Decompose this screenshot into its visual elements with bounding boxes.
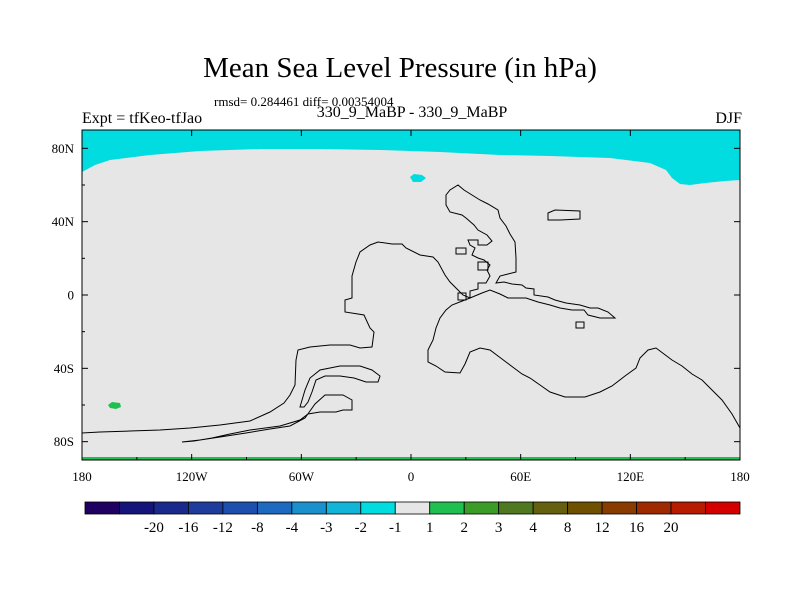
colorbar-box-6: [291, 501, 327, 515]
colorbar-label-14: 16: [629, 520, 645, 536]
colorbar-box-7: [325, 501, 362, 515]
map-background-field: [82, 130, 740, 460]
chart-title: Mean Sea Level Pressure (in hPa): [203, 52, 597, 84]
colorbar-label-6: -2: [355, 520, 368, 536]
colorbar-label-11: 4: [529, 520, 537, 536]
coastline-island-3: [457, 292, 467, 301]
north-atlantic-negative-patch: [410, 174, 426, 182]
colorbar-label-5: -3: [320, 520, 333, 536]
y-tick-label-0: 80N: [52, 141, 75, 156]
colorbar-box-16: [636, 501, 672, 515]
coastline-island-2: [477, 261, 489, 271]
axes: 180 120W 60W 0 60E 120E 180 80N 40N 0 40S 80S: [52, 130, 750, 484]
colorbar-label-13: 12: [595, 520, 610, 536]
y-tick-label-1: 40N: [52, 214, 75, 229]
colorbar-box-10: [429, 501, 465, 515]
experiment-label: Expt = tfKeo-tfJao: [82, 110, 203, 127]
x-tick-label-5: 120E: [617, 469, 645, 484]
y-tick-label-2: 0: [68, 288, 75, 303]
coastline-southern-peninsula: [181, 394, 353, 443]
x-tick-label-1: 120W: [176, 469, 209, 484]
colorbar-box-9: [394, 501, 431, 515]
colorbar-box-11: [463, 501, 500, 515]
colorbar-box-2: [153, 501, 189, 515]
colorbar-box-1: [119, 501, 155, 515]
y-tick-label-4: 80S: [54, 434, 74, 449]
colorbar-label-8: 1: [426, 520, 434, 536]
colorbar-box-3: [188, 501, 224, 515]
y-tick-label-3: 40S: [54, 361, 74, 376]
south-pacific-positive-patch: [108, 402, 121, 409]
coastline-main-continent: [81, 184, 741, 434]
x-tick-label-4: 60E: [510, 469, 531, 484]
coastlines: [81, 184, 741, 443]
colorbar-box-15: [601, 501, 637, 515]
coastline-inner-ridge: [299, 365, 381, 408]
colorbar-box-0: [84, 501, 120, 515]
colorbar-label-1: -16: [178, 520, 198, 536]
colorbar-label-7: -1: [389, 520, 402, 536]
season-label: DJF: [715, 110, 742, 127]
coastline-island-4: [575, 321, 585, 329]
colorbar-label-4: -4: [286, 520, 299, 536]
coastline-island-1: [455, 247, 467, 255]
colorbar-label-3: -8: [251, 520, 264, 536]
colorbar-label-0: -20: [144, 520, 164, 536]
x-tick-label-2: 60W: [289, 469, 315, 484]
colorbar-box-5: [256, 501, 293, 515]
colorbar: -20 -16 -12 -8 -4 -3 -2 -1 1 2 3 4 8 12 16 20: [84, 501, 741, 536]
colorbar-box-8: [360, 501, 396, 515]
x-tick-label-0: 180: [72, 469, 92, 484]
colorbar-box-13: [532, 501, 569, 515]
x-tick-label-3: 0: [408, 469, 415, 484]
colorbar-label-9: 2: [460, 520, 468, 536]
center-label: 330_9_MaBP - 330_9_MaBP: [316, 104, 508, 121]
colorbar-box-12: [498, 501, 534, 515]
colorbar-label-15: 20: [664, 520, 679, 536]
colorbar-box-14: [567, 501, 603, 515]
colorbar-box-18: [705, 501, 741, 515]
colorbar-box-17: [670, 501, 706, 515]
stats-text: rmsd= 0.284461 diff= 0.00354004: [214, 94, 394, 109]
x-tick-label-6: 180: [730, 469, 750, 484]
colorbar-label-2: -12: [213, 520, 233, 536]
colorbar-box-4: [222, 501, 258, 515]
arctic-negative-band: [82, 130, 740, 185]
colorbar-label-10: 3: [495, 520, 503, 536]
coastline-island-northeast: [547, 209, 581, 221]
colorbar-label-12: 8: [564, 520, 572, 536]
